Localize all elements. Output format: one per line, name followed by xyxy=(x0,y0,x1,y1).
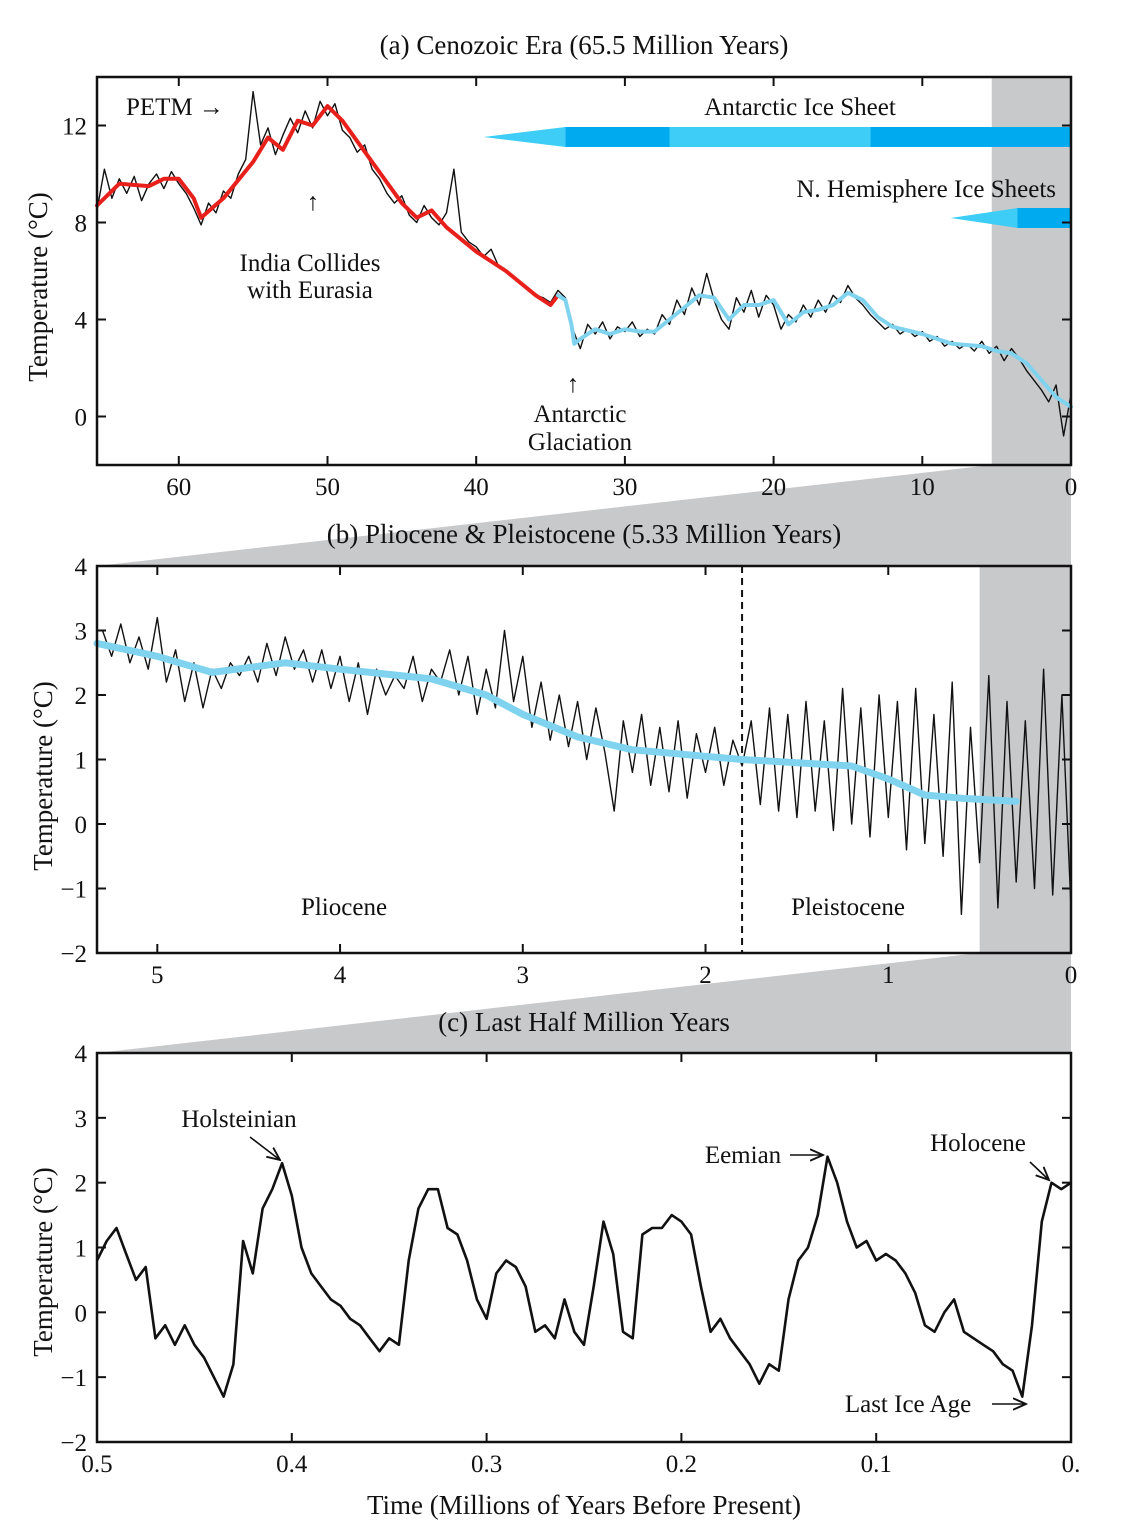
y-tick-label: 12 xyxy=(62,114,87,141)
y-tick-label: 1 xyxy=(75,1236,88,1263)
ice-sheet-bar-segment xyxy=(565,127,670,147)
india-label-2: with Eurasia xyxy=(247,277,373,304)
zoom-shaded-region xyxy=(979,566,1071,953)
x-tick-label: 1 xyxy=(882,962,895,989)
plot-area xyxy=(97,1053,1071,1442)
smoothed-series-cold xyxy=(556,290,1073,409)
x-tick-label: 0.3 xyxy=(471,1451,502,1478)
eemian-label: Eemian xyxy=(705,1142,782,1169)
india-label-1: India Collides xyxy=(240,250,381,277)
temperature-raw-series xyxy=(95,1155,1072,1398)
x-tick-label: 5 xyxy=(151,962,164,989)
smoothed-series xyxy=(93,639,1020,805)
x-tick-label: 2 xyxy=(699,962,712,989)
ice-sheet-bar-segment xyxy=(669,127,871,147)
y-tick-label: 4 xyxy=(75,1041,88,1068)
y-tick-label: −2 xyxy=(60,941,87,968)
panel-b: 5 4 3 2 1 0 −2 −1 0 1 2 3 4 xyxy=(60,554,1077,989)
zoom-connector-a-b xyxy=(97,465,1071,566)
zoom-connector-b-c xyxy=(97,953,1071,1053)
y-tick-label: 8 xyxy=(75,211,88,238)
ice-sheet-bar-segment xyxy=(1017,208,1071,228)
panel-b-title: (b) Pliocene & Pleistocene (5.33 Million… xyxy=(327,519,841,549)
panel-b-ylabel: Temperature (°C) xyxy=(28,681,58,871)
y-tick-label: 3 xyxy=(75,619,88,646)
y-tick-label: 0 xyxy=(75,812,88,839)
ice-sheet-onset-taper xyxy=(483,127,566,147)
y-tick-label: 4 xyxy=(75,308,88,335)
panel-c: 0.5 0.4 0.3 0.2 0.1 0. −2 −1 0 1 2 3 4 xyxy=(60,1041,1080,1478)
axes-frame xyxy=(95,75,1073,467)
holsteinian-arrow xyxy=(249,1136,280,1160)
x-tick-label: 30 xyxy=(612,474,637,501)
x-tick-label: 0 xyxy=(1065,474,1078,501)
x-tick-label: 4 xyxy=(334,962,347,989)
y-tick-label: 2 xyxy=(75,1171,88,1198)
holsteinian-label: Holsteinian xyxy=(181,1106,297,1133)
x-tick-label: 0.2 xyxy=(666,1451,697,1478)
panel-a-title: (a) Cenozoic Era (65.5 Million Years) xyxy=(380,30,789,60)
panel-c-title: (c) Last Half Million Years xyxy=(438,1007,730,1037)
x-tick-label: 0.4 xyxy=(276,1451,308,1478)
x-tick-label: 0. xyxy=(1062,1451,1081,1478)
y-tick-label: −1 xyxy=(60,1365,87,1392)
x-tick-label: 50 xyxy=(315,474,340,501)
x-tick-label: 10 xyxy=(910,474,935,501)
temperature-raw-series xyxy=(101,616,1072,915)
panel-a-ylabel: Temperature (°C) xyxy=(23,192,53,382)
x-tick-label: 0.1 xyxy=(861,1451,892,1478)
plot-area xyxy=(97,566,1071,953)
holocene-label: Holocene xyxy=(930,1130,1026,1157)
y-tick-label: 3 xyxy=(75,1106,88,1133)
x-tick-label: 3 xyxy=(517,962,530,989)
y-tick-label: 1 xyxy=(75,748,88,775)
x-axis-label: Time (Millions of Years Before Present) xyxy=(367,1490,801,1520)
holocene-arrow xyxy=(1029,1161,1049,1180)
glaciation-label-1: Antarctic xyxy=(533,401,626,428)
nh-ice-sheets-label: N. Hemisphere Ice Sheets xyxy=(796,176,1056,203)
pleistocene-label: Pleistocene xyxy=(791,894,905,921)
glaciation-arrow: ↑ xyxy=(567,371,580,398)
y-tick-label: −1 xyxy=(60,877,87,904)
x-tick-label: 40 xyxy=(464,474,489,501)
last-ice-age-label: Last Ice Age xyxy=(845,1391,971,1418)
x-tick-label: 0 xyxy=(1065,962,1078,989)
x-tick-label: 60 xyxy=(166,474,191,501)
india-arrow: ↑ xyxy=(307,189,320,216)
x-tick-label: 0.5 xyxy=(81,1451,112,1478)
pliocene-label: Pliocene xyxy=(301,894,387,921)
y-tick-label: −2 xyxy=(60,1430,87,1457)
x-tick-label: 20 xyxy=(761,474,786,501)
y-tick-label: 0 xyxy=(75,405,88,432)
ice-sheet-onset-taper xyxy=(950,208,1018,228)
y-tick-label: 2 xyxy=(75,683,88,710)
y-tick-label: 0 xyxy=(75,1300,88,1327)
antarctic-ice-sheet-label: Antarctic Ice Sheet xyxy=(704,94,896,121)
smoothed-series-warm xyxy=(95,104,560,307)
y-tick-label: 4 xyxy=(75,554,88,581)
petm-label: PETM → xyxy=(126,94,224,121)
panel-c-ylabel: Temperature (°C) xyxy=(28,1167,58,1357)
panel-a: 60 50 40 30 20 10 0 0 4 8 12 xyxy=(62,75,1078,501)
ice-sheet-bar-segment xyxy=(870,127,1071,147)
glaciation-label-2: Glaciation xyxy=(528,429,633,456)
